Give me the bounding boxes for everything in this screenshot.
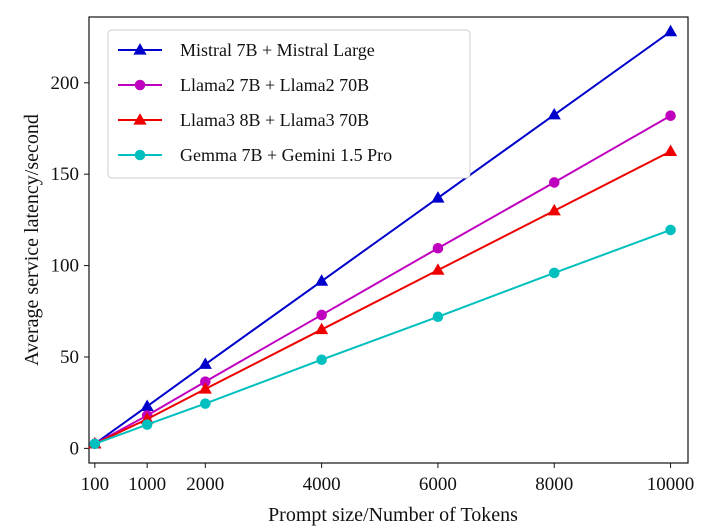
data-point [316, 354, 327, 366]
legend-swatch-marker [133, 113, 147, 125]
x-tick-label: 100 [81, 474, 110, 495]
legend: Mistral 7B + Mistral Large Llama2 7B + Ll… [107, 29, 471, 179]
data-point [200, 376, 211, 387]
data-point [198, 357, 212, 369]
y-tick-label: 50 [60, 347, 79, 368]
data-point [431, 263, 445, 275]
y-tick-label: 150 [51, 164, 80, 185]
data-point [431, 191, 445, 203]
legend-entry: Llama2 7B + Llama2 70B [118, 75, 369, 95]
x-tick-label: 4000 [303, 474, 341, 495]
legend-swatch-marker [134, 79, 146, 91]
y-tick-label: 0 [70, 438, 80, 459]
legend-entry: Mistral 7B + Mistral Large [118, 40, 375, 60]
y-tick-label: 100 [51, 256, 80, 277]
data-point [89, 438, 101, 450]
legend-label: Llama2 7B + Llama2 70B [180, 75, 369, 95]
legend-label: Mistral 7B + Mistral Large [180, 40, 375, 60]
x-axis-label: Prompt size/Number of Tokens [268, 504, 518, 526]
series-layer [88, 24, 678, 450]
data-point [665, 224, 676, 236]
x-tick-label: 6000 [419, 474, 457, 495]
legend-entry: Llama3 8B + Llama3 70B [118, 110, 369, 130]
data-point [665, 110, 676, 121]
series-2 [88, 144, 678, 449]
data-point [547, 107, 561, 120]
data-point [140, 399, 154, 411]
legend-entry: Gemma 7B + Gemini 1.5 Pro [118, 145, 392, 165]
x-tick-label: 1000 [128, 474, 166, 495]
legend-box [107, 29, 471, 179]
data-point [663, 24, 678, 37]
data-point [198, 382, 212, 394]
legend-label: Gemma 7B + Gemini 1.5 Pro [180, 145, 392, 165]
data-point [200, 398, 211, 409]
x-tick-label: 8000 [535, 474, 573, 495]
data-point [663, 144, 678, 156]
y-axis-label: Average service latency/second [21, 114, 43, 366]
y-tick-label: 200 [51, 73, 80, 94]
data-point [548, 267, 560, 279]
x-tick-label: 10000 [647, 474, 695, 495]
legend-swatch-marker [134, 149, 146, 161]
data-point [141, 419, 153, 430]
x-tick-label: 2000 [186, 474, 224, 495]
series-3 [89, 224, 676, 450]
data-point [547, 203, 561, 216]
legend-swatch-marker [133, 43, 147, 55]
data-point [548, 177, 560, 188]
data-point [315, 322, 329, 335]
data-point [316, 309, 327, 321]
data-point [432, 311, 444, 323]
data-point [315, 274, 329, 286]
legend-label: Llama3 8B + Llama3 70B [180, 110, 369, 130]
data-point [432, 242, 444, 254]
axis-ticks: 100 1000 2000 4000 6000 8000 10000 0 50 100 150 200 [51, 73, 695, 495]
